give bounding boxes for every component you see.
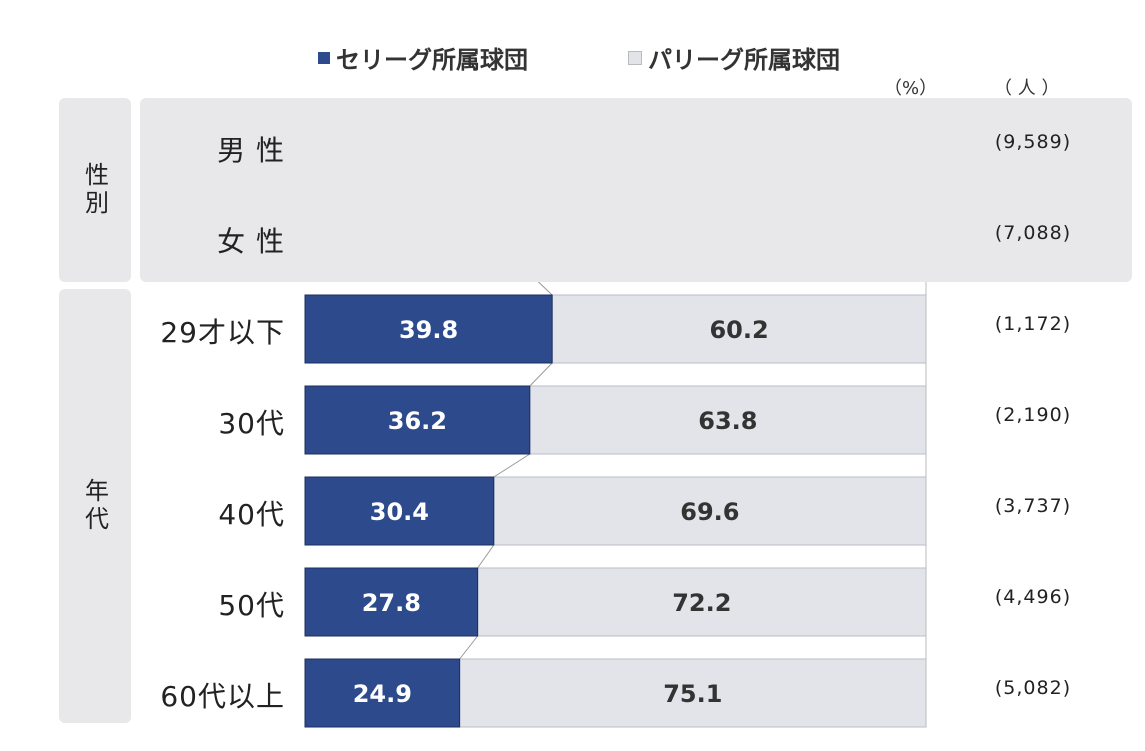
bar-central [304, 476, 495, 546]
data-label-central: 30.4 [370, 498, 429, 526]
data-label-central: 39.8 [399, 316, 458, 344]
respondent-count: (4,496) [994, 586, 1072, 608]
data-label-pacific: 75.1 [663, 680, 722, 708]
age-group-box [59, 289, 131, 723]
row-label: 30代 [218, 407, 285, 440]
legend-item-pacific: パリーグ所属球団 [628, 40, 840, 75]
data-label-pacific: 60.2 [709, 316, 768, 344]
data-label-central: 24.9 [353, 680, 412, 708]
data-label-pacific: 69.6 [680, 498, 739, 526]
legend-swatch-pacific [628, 50, 642, 65]
gender-group-box [59, 98, 131, 282]
data-label-pacific: 63.8 [698, 407, 757, 435]
bar-pacific [477, 567, 927, 637]
bar-central [304, 294, 553, 364]
connector-line [477, 544, 495, 569]
age-group-label: 年代 [80, 478, 109, 534]
respondent-count: (1,172) [994, 313, 1072, 335]
respondent-count: (2,190) [994, 404, 1072, 426]
bar-central [304, 658, 461, 728]
respondent-count: (7,088) [994, 222, 1072, 244]
bar-pacific [459, 658, 927, 728]
row-label: 60代以上 [160, 680, 285, 713]
row-label: 50代 [218, 589, 285, 622]
percent-unit-label: （%） [884, 78, 938, 99]
connector-line [459, 635, 479, 660]
bar-central [304, 385, 531, 455]
legend-item-central: セリーグ所属球団 [318, 40, 528, 75]
bar-central [304, 567, 479, 637]
gender-group-label: 性別 [80, 162, 109, 218]
respondent-count: (3,737) [994, 495, 1072, 517]
respondent-count: (9,589) [994, 131, 1072, 153]
legend-label-central: セリーグ所属球団 [336, 46, 528, 74]
bar-pacific [529, 385, 927, 455]
legend: セリーグ所属球団 パリーグ所属球団 [0, 40, 1145, 80]
legend-swatch-central [318, 51, 330, 64]
connector-line [529, 362, 553, 387]
data-label-pacific: 72.2 [672, 589, 731, 617]
row-label: 女 性 [217, 225, 285, 258]
row-label: 29才以下 [160, 316, 285, 349]
data-label-central: 27.8 [362, 589, 421, 617]
respondent-count: (5,082) [994, 677, 1072, 699]
legend-label-pacific: パリーグ所属球団 [648, 46, 840, 74]
data-label-central: 36.2 [388, 407, 447, 435]
connector-line [493, 453, 531, 478]
people-unit-label: （ 人 ） [994, 78, 1060, 99]
gender-section-background [140, 98, 1132, 282]
row-label: 40代 [218, 498, 285, 531]
row-label: 男 性 [217, 134, 285, 167]
